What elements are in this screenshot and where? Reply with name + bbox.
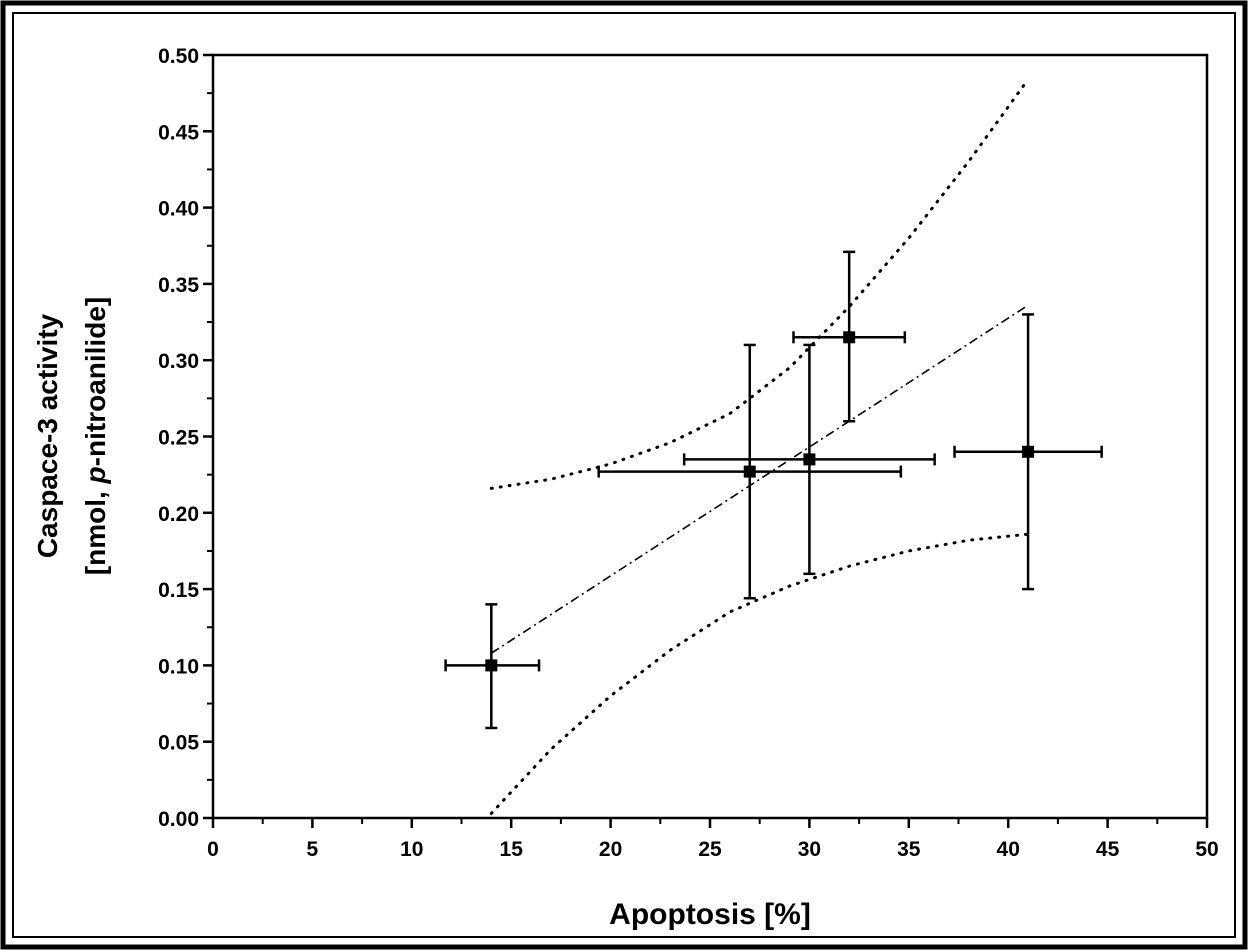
- y-tick-label: 0.15: [158, 579, 199, 602]
- y-tick-label: 0.45: [158, 121, 199, 144]
- regression-line: [490, 304, 1029, 654]
- y-tick-label: 0.10: [158, 655, 199, 678]
- y-axis-title-line2-italic: p: [80, 466, 111, 484]
- x-axis-ticks: 0 5 10 15 20 25 30 35 40 45 50: [207, 818, 1219, 861]
- confidence-upper-curve: [489, 77, 1030, 490]
- y-tick-label: 0.25: [158, 427, 199, 450]
- x-tick-label: 25: [698, 838, 722, 861]
- x-tick-label: 35: [897, 838, 921, 861]
- data-point-group: [792, 250, 907, 423]
- x-tick-label: 45: [1096, 838, 1120, 861]
- y-axis-title: Caspace-3 activity [nmol, p-nitroanilide…: [32, 297, 111, 575]
- y-tick-label: 0.50: [158, 45, 199, 68]
- y-tick-label: 0.35: [158, 274, 199, 297]
- confidence-lower-curve: [489, 532, 1030, 815]
- plot-area: [211, 53, 1209, 820]
- data-point-marker: [843, 331, 856, 344]
- x-axis-title: Apoptosis [%]: [609, 898, 811, 931]
- y-tick-label: 0.00: [158, 808, 199, 831]
- chart-marks: [444, 77, 1103, 815]
- y-axis-title-line2-post: -nitroanilide]: [80, 297, 111, 467]
- y-axis-title-line2: [nmol, p-nitroanilide]: [80, 297, 111, 575]
- y-axis-title-line1: Caspace-3 activity: [32, 313, 63, 558]
- x-tick-label: 50: [1195, 838, 1218, 861]
- x-tick-label: 5: [307, 838, 319, 861]
- data-point-group: [597, 343, 903, 600]
- y-axis-title-line2-pre: [nmol,: [80, 483, 111, 575]
- x-tick-label: 20: [599, 838, 622, 861]
- x-tick-label: 40: [997, 838, 1020, 861]
- y-tick-label: 0.05: [158, 732, 199, 755]
- data-point-group: [682, 343, 936, 576]
- y-tick-label: 0.30: [158, 350, 199, 373]
- data-point-marker: [743, 465, 756, 478]
- inner-border: [12, 12, 1236, 938]
- x-tick-label: 0: [207, 838, 219, 861]
- x-tick-label: 30: [798, 838, 821, 861]
- y-axis-ticks: 0.00 0.05 0.10 0.15 0.20 0.25 0.30 0.35 0.40 0.45…: [158, 45, 213, 831]
- data-point-group: [444, 603, 541, 730]
- data-point-marker: [1022, 445, 1035, 458]
- data-point-group: [953, 313, 1103, 591]
- y-tick-label: 0.40: [158, 198, 199, 221]
- y-tick-label: 0.20: [158, 503, 199, 526]
- x-tick-label: 15: [500, 838, 524, 861]
- data-point-marker: [803, 453, 816, 466]
- x-tick-label: 10: [400, 838, 423, 861]
- data-point-marker: [485, 659, 498, 672]
